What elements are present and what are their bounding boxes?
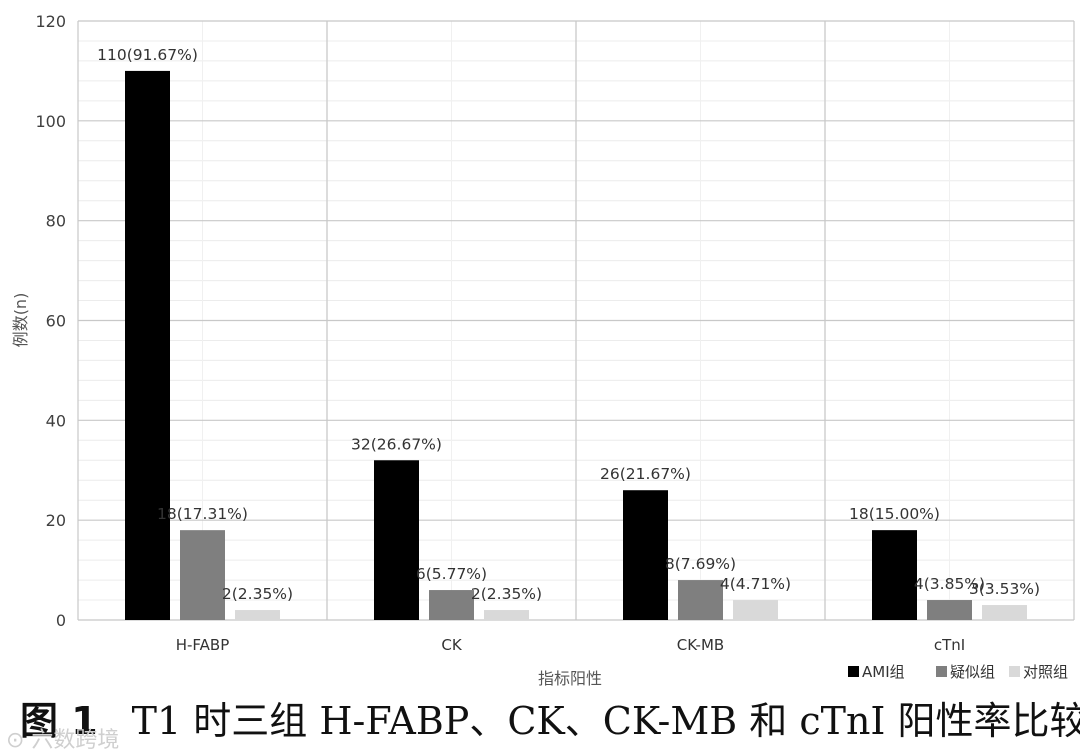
figure-caption-text: T1 时三组 H-FABP、CK、CK-MB 和 cTnI 阳性率比较 — [131, 699, 1080, 743]
legend-swatch — [936, 666, 947, 677]
y-tick-label: 80 — [46, 212, 66, 231]
data-label: 2(2.35%) — [222, 585, 293, 603]
data-label: 26(21.67%) — [600, 465, 691, 483]
bar — [180, 530, 225, 620]
y-tick-label: 120 — [35, 12, 66, 31]
figure-label: 图 1 — [20, 699, 98, 743]
bar — [484, 610, 529, 620]
data-label: 2(2.35%) — [471, 585, 542, 603]
x-tick-label: CK — [441, 636, 462, 654]
data-label: 110(91.67%) — [97, 46, 198, 64]
y-tick-label: 100 — [35, 112, 66, 131]
data-label: 4(4.71%) — [720, 575, 791, 593]
data-label: 18(17.31%) — [157, 505, 248, 523]
y-tick-label: 20 — [46, 511, 66, 530]
data-label: 8(7.69%) — [665, 555, 736, 573]
y-tick-label: 0 — [56, 611, 66, 630]
x-tick-label: CK-MB — [677, 636, 724, 654]
legend-label: 疑似组 — [950, 663, 995, 681]
figure-caption: 图 1 T1 时三组 H-FABP、CK、CK-MB 和 cTnI 阳性率比较 — [20, 690, 1080, 750]
y-tick-label: 40 — [46, 411, 66, 430]
bar — [429, 590, 474, 620]
data-label: 4(3.85%) — [914, 575, 985, 593]
bar — [623, 490, 668, 620]
legend-swatch — [848, 666, 859, 677]
bar — [733, 600, 778, 620]
data-label: 32(26.67%) — [351, 435, 442, 453]
data-label: 6(5.77%) — [416, 565, 487, 583]
bar — [125, 70, 170, 620]
bar — [374, 460, 419, 620]
data-label: 18(15.00%) — [849, 505, 940, 523]
watermark: ⊙ 六数跨境 — [6, 728, 120, 753]
bar-chart: 0 20 40 60 80 100 120 110(91.67%) 18(17.31%) 2(2.… — [11, 12, 1075, 688]
x-tick-label: H-FABP — [176, 636, 230, 654]
bar — [927, 600, 972, 620]
bar — [678, 580, 723, 620]
bar — [872, 530, 917, 620]
bar — [235, 610, 280, 620]
legend-label: AMI组 — [862, 663, 905, 681]
x-axis-title: 指标阳性 — [538, 669, 602, 688]
legend-label: 对照组 — [1023, 663, 1068, 681]
x-tick-label: cTnI — [934, 636, 965, 654]
y-axis-title: 例数(n) — [11, 293, 30, 348]
bar — [982, 605, 1027, 620]
legend-swatch — [1009, 666, 1020, 677]
data-label: 3(3.53%) — [969, 580, 1040, 598]
y-tick-label: 60 — [46, 312, 66, 331]
